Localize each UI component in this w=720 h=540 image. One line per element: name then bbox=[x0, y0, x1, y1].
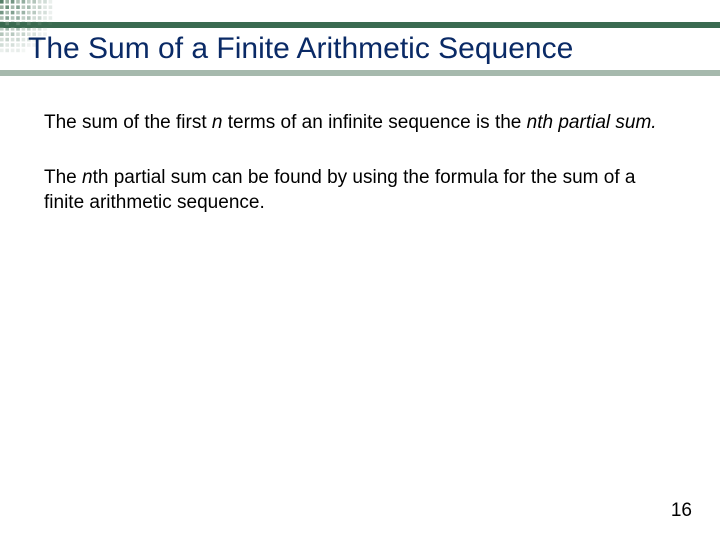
slide-body: The sum of the first n terms of an infin… bbox=[0, 76, 720, 215]
text-run: n bbox=[527, 112, 538, 133]
body-paragraph: The nth partial sum can be found by usin… bbox=[44, 165, 676, 215]
text-run: terms of an infinite sequence is the bbox=[222, 112, 526, 133]
text-run: The sum of the first bbox=[44, 112, 212, 133]
slide-header: The Sum of a Finite Arithmetic Sequence bbox=[0, 0, 720, 76]
page-number: 16 bbox=[671, 500, 692, 522]
text-run: th partial sum can be found by using the… bbox=[44, 167, 635, 213]
header-bar-bottom bbox=[0, 70, 720, 76]
body-paragraph: The sum of the first n terms of an infin… bbox=[44, 110, 676, 135]
text-run: n bbox=[82, 167, 93, 188]
slide-title: The Sum of a Finite Arithmetic Sequence bbox=[0, 28, 720, 70]
text-run: n bbox=[212, 112, 223, 133]
text-run: The bbox=[44, 167, 82, 188]
text-run: th partial sum. bbox=[537, 112, 656, 133]
